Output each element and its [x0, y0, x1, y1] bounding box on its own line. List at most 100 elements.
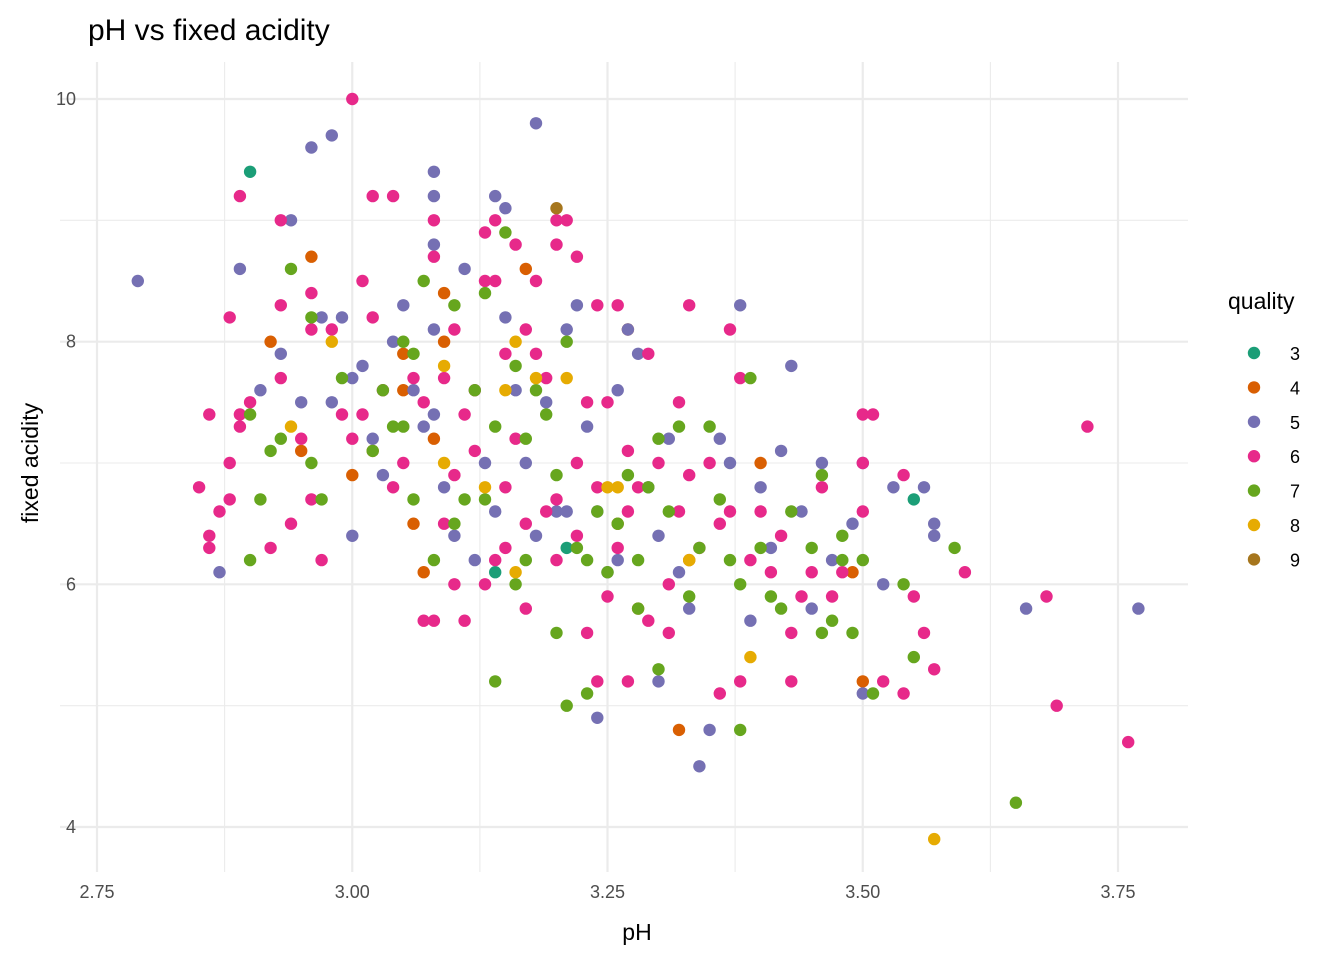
x-tick-label: 3.25: [590, 882, 625, 902]
data-point-quality-6: [713, 517, 726, 530]
data-point-quality-5: [295, 396, 308, 409]
data-point-quality-6: [550, 214, 563, 227]
data-point-quality-8: [509, 335, 522, 348]
data-point-quality-5: [795, 505, 808, 518]
data-point-quality-5: [815, 456, 829, 470]
data-point-quality-5: [877, 578, 890, 591]
data-point-quality-6: [550, 553, 563, 567]
x-tick-label: 3.75: [1100, 882, 1135, 902]
data-point-quality-7: [652, 663, 665, 676]
data-point-quality-7: [683, 590, 696, 603]
data-point-quality-5: [734, 299, 747, 312]
data-point-quality-6: [366, 311, 379, 324]
data-point-quality-8: [529, 371, 543, 385]
data-point-quality-7: [560, 699, 573, 712]
data-point-quality-4: [397, 384, 410, 397]
data-point-quality-8: [560, 371, 573, 385]
data-point-quality-4: [754, 456, 767, 470]
data-point-quality-7: [948, 541, 961, 555]
data-point-quality-7: [509, 578, 522, 591]
data-point-quality-4: [856, 675, 869, 688]
data-point-quality-5: [427, 408, 441, 421]
legend-key-8: [1247, 518, 1261, 532]
data-point-quality-6: [795, 590, 808, 603]
x-tick-label: 2.75: [79, 882, 114, 902]
data-point-quality-5: [478, 456, 492, 470]
data-point-quality-7: [519, 432, 532, 445]
data-point-quality-4: [672, 723, 686, 737]
data-point-quality-5: [683, 602, 696, 615]
data-point-quality-6: [917, 626, 931, 640]
data-point-quality-5: [233, 262, 247, 276]
data-point-quality-7: [407, 347, 420, 360]
data-point-quality-6: [652, 456, 665, 470]
data-point-quality-5: [489, 505, 502, 518]
data-point-quality-7: [243, 408, 257, 421]
y-tick-label: 6: [66, 574, 76, 594]
data-point-quality-6: [703, 456, 716, 470]
y-tick-label: 10: [56, 89, 76, 109]
data-point-quality-6: [243, 396, 257, 409]
data-point-quality-5: [458, 262, 471, 276]
data-point-quality-5: [631, 347, 645, 360]
data-point-quality-5: [703, 723, 716, 737]
data-point-quality-7: [305, 311, 318, 324]
data-point-quality-5: [254, 384, 267, 397]
data-point-quality-7: [397, 420, 410, 433]
data-point-quality-5: [131, 274, 144, 288]
data-point-quality-6: [478, 578, 492, 591]
data-point-quality-7: [621, 468, 635, 482]
data-point-quality-4: [264, 335, 277, 348]
data-point-quality-6: [570, 250, 584, 263]
data-point-quality-4: [519, 262, 532, 276]
data-point-quality-6: [631, 481, 645, 494]
data-point-quality-6: [856, 408, 869, 421]
data-point-quality-7: [774, 602, 788, 615]
data-point-quality-7: [489, 675, 502, 688]
data-point-quality-6: [468, 444, 481, 458]
data-point-quality-6: [203, 541, 216, 555]
data-point-quality-5: [427, 165, 441, 178]
data-point-quality-7: [386, 420, 400, 433]
data-point-quality-6: [672, 396, 686, 409]
y-axis-tick-labels: 4 6 8 10: [56, 89, 76, 837]
data-point-quality-6: [570, 529, 584, 542]
data-point-quality-7: [754, 541, 767, 555]
data-point-quality-6: [601, 590, 614, 603]
data-point-quality-5: [540, 396, 553, 409]
data-point-quality-5: [591, 711, 604, 724]
data-point-quality-7: [601, 566, 614, 579]
data-point-quality-6: [601, 396, 614, 409]
data-point-quality-5: [846, 517, 859, 530]
data-point-quality-5: [529, 117, 543, 130]
data-point-quality-6: [458, 614, 471, 627]
x-axis-tick-labels: 2.75 3.00 3.25 3.50 3.75: [79, 882, 1135, 902]
data-point-quality-7: [591, 505, 604, 518]
data-point-quality-6: [785, 675, 798, 688]
data-point-quality-6: [642, 614, 655, 627]
data-point-quality-5: [825, 553, 839, 567]
data-point-quality-6: [744, 553, 757, 567]
data-point-quality-5: [509, 384, 522, 397]
data-point-quality-6: [346, 432, 359, 445]
data-point-quality-7: [897, 578, 910, 591]
data-point-quality-4: [437, 286, 451, 300]
data-point-quality-5: [785, 359, 798, 373]
data-point-quality-7: [550, 468, 563, 482]
data-point-quality-5: [448, 529, 461, 542]
data-point-quality-6: [489, 214, 502, 227]
data-point-quality-6: [509, 238, 522, 251]
data-point-quality-6: [315, 553, 328, 567]
minor-gridlines: [60, 62, 1188, 872]
data-point-quality-8: [509, 566, 522, 579]
data-point-quality-5: [529, 529, 543, 542]
data-point-quality-5: [805, 602, 818, 615]
data-point-quality-6: [213, 505, 226, 518]
data-point-quality-6: [856, 456, 869, 470]
data-point-quality-4: [437, 335, 451, 348]
data-point-quality-6: [550, 493, 563, 506]
data-point-quality-7: [468, 384, 481, 397]
data-point-quality-6: [274, 299, 287, 312]
legend-label-7: 7: [1290, 482, 1300, 502]
data-point-quality-6: [427, 214, 441, 227]
